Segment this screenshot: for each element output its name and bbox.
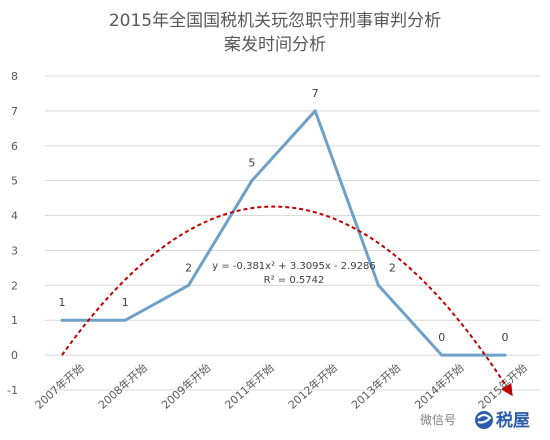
y-axis-ticks: -1 0 1 2 3 4 5 6 7 8 [7,70,18,397]
data-label-0: 1 [59,296,66,309]
data-label-6: 0 [438,331,445,344]
data-point-4 [313,109,317,113]
watermark-brand-text: 税屋 [496,410,530,431]
y-tick-label-3: 2 [11,279,18,292]
grid-lines [45,75,540,391]
trendline-equation: y = -0.381x² + 3.3095x - 2.9286 R² = 0.5… [212,261,375,286]
data-label-4: 7 [312,87,319,100]
x-tick-label-0: 2007年开始 [32,361,87,412]
data-point-2 [187,283,191,287]
data-label-1: 1 [122,296,129,309]
y-tick-label-4: 3 [11,244,18,257]
data-point-6 [440,353,444,357]
data-point-7 [503,353,507,357]
data-label-3: 5 [248,157,255,170]
trendline-equation-text: y = -0.381x² + 3.3095x - 2.9286 [212,261,375,272]
data-point-5 [376,283,380,287]
data-point-1 [123,318,127,322]
y-tick-label-5: 4 [11,210,18,223]
data-point-0 [60,318,64,322]
x-tick-label-2: 2009年开始 [159,361,214,412]
y-tick-label-7: 6 [11,140,18,153]
trendline-curve [61,205,513,397]
brand-logo-icon [475,411,493,429]
x-axis-ticks: 2007年开始 2008年开始 2009年开始 2011年开始 2012年开始 2013年… [32,361,530,412]
trendline-r-squared-text: R² = 0.5742 [264,275,325,286]
chart-title: 2015年全国国税机关玩忽职守刑事审判分析 案发时间分析 [109,11,441,55]
y-tick-label-0: -1 [7,384,18,397]
data-labels: 1 1 2 5 7 2 0 0 [59,87,509,344]
y-tick-label-9: 8 [11,70,18,83]
series-line-0 [62,109,505,357]
watermark: 微信号 税屋 [420,410,530,431]
data-label-2: 2 [185,261,192,274]
x-tick-label-3: 2011年开始 [222,361,277,412]
x-tick-label-6: 2014年开始 [412,361,467,412]
series-layer [60,109,507,357]
y-tick-label-1: 0 [11,349,18,362]
x-tick-label-7: 2015年开始 [475,361,530,412]
y-tick-label-2: 1 [11,314,18,327]
x-tick-label-1: 2008年开始 [95,361,150,412]
trendline-layer [61,205,513,397]
chart-title-line-2: 案发时间分析 [224,35,326,55]
y-tick-label-6: 5 [11,175,18,188]
data-label-5: 2 [389,261,396,274]
x-tick-label-5: 2013年开始 [348,361,403,412]
data-point-3 [250,179,254,183]
data-label-7: 0 [502,331,509,344]
chart-title-line-1: 2015年全国国税机关玩忽职守刑事审判分析 [109,11,441,31]
y-tick-label-8: 7 [11,105,18,118]
watermark-wechat-text: 微信号 [420,413,456,427]
x-tick-label-4: 2012年开始 [285,361,340,412]
